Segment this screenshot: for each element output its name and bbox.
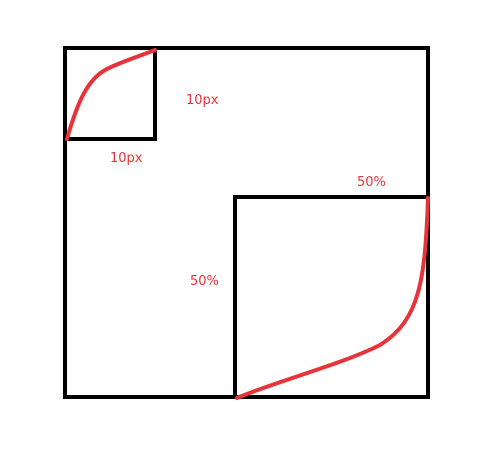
annotation: 10px	[186, 93, 219, 108]
annotation: 50%	[190, 274, 219, 289]
annotation: 10px	[110, 151, 143, 166]
small-radius-curve	[65, 48, 157, 141]
large-corner-box	[233, 195, 428, 397]
large-radius-curve	[235, 196, 430, 400]
annotation: 50%	[357, 175, 386, 190]
small-corner-box	[65, 48, 157, 141]
